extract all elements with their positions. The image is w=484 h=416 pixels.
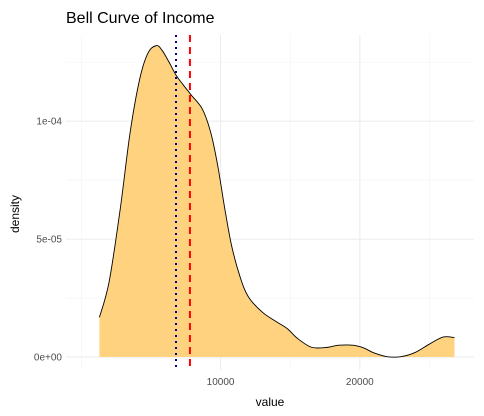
- density-fill: [99, 45, 455, 358]
- y-axis-title: density: [8, 195, 22, 233]
- density-area: [98, 45, 455, 358]
- reference-lines: [175, 35, 191, 370]
- x-axis-title: value: [256, 395, 285, 409]
- density-line: [98, 45, 455, 358]
- x-tick-label: 10000: [207, 377, 235, 388]
- x-tick-label: 20000: [346, 377, 374, 388]
- y-tick-label: 1e-04: [36, 117, 62, 128]
- y-tick-label: 5e-05: [36, 235, 62, 246]
- y-tick-label: 0e+00: [34, 353, 63, 364]
- chart-title: Bell Curve of Income: [66, 10, 215, 27]
- y-axis-ticks: 0e+00 5e-05 1e-04: [34, 117, 63, 364]
- x-axis-ticks: 10000 20000: [207, 377, 374, 388]
